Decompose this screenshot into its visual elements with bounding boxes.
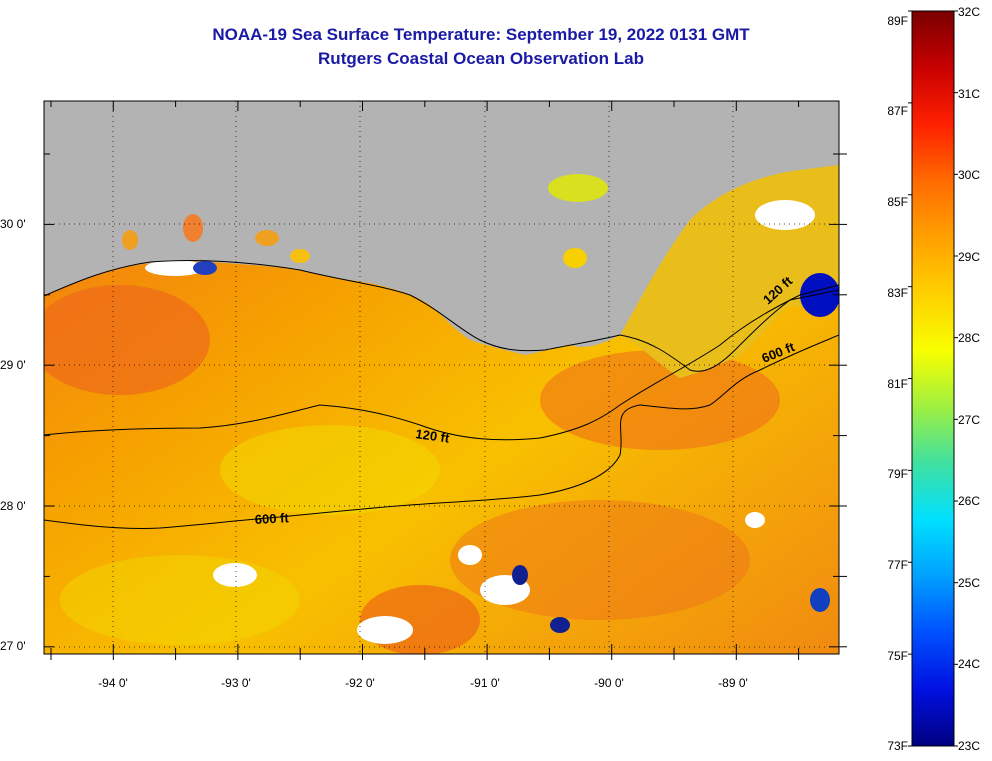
y-tick-label: 30 0' — [0, 217, 26, 231]
cold-patch — [193, 261, 217, 275]
warm-patch — [44, 285, 210, 395]
colorbar-ticks — [908, 10, 958, 747]
x-tick-label: -93 0' — [221, 676, 251, 690]
cold-patch — [550, 617, 570, 633]
cool-patch — [220, 425, 440, 515]
x-tick-label: -89 0' — [718, 676, 748, 690]
colorbar-f-label: 75F — [887, 649, 908, 663]
x-tick-label: -92 0' — [345, 676, 375, 690]
colorbar-c-label: 30C — [958, 168, 981, 182]
contour-600ft — [44, 334, 839, 529]
y-tick-label: 29 0' — [0, 358, 26, 372]
warm-patch — [540, 350, 780, 450]
lake — [122, 230, 138, 250]
colorbar-f-label: 81F — [887, 377, 908, 391]
cloud-patch — [213, 563, 257, 587]
contour-label: 600 ft — [254, 510, 289, 527]
cloud-patch — [745, 512, 765, 528]
coastline — [44, 259, 839, 372]
colorbar-c-label: 29C — [958, 250, 981, 264]
cold-patch — [810, 588, 830, 612]
contour-label: 120 ft — [415, 426, 451, 446]
graticule — [44, 101, 839, 654]
colorbar-c-label: 25C — [958, 576, 981, 590]
title-line-2: Rutgers Coastal Ocean Observation Lab — [318, 49, 644, 68]
x-tick-label: -90 0' — [594, 676, 624, 690]
colorbar-f-label: 77F — [887, 558, 908, 572]
colorbar-c-label: 23C — [958, 739, 981, 753]
colorbar — [911, 10, 955, 747]
colorbar-c-label: 26C — [958, 494, 981, 508]
title-line-1: NOAA-19 Sea Surface Temperature: Septemb… — [212, 25, 750, 44]
colorbar-f-label: 85F — [887, 195, 908, 209]
lake — [563, 248, 587, 268]
cloud-patch — [145, 260, 205, 276]
map-plot-area — [44, 101, 839, 654]
cold-patch — [800, 273, 839, 317]
y-tick-label: 27 0' — [0, 639, 26, 653]
cloud-patch — [755, 200, 815, 230]
cloud-patch — [458, 545, 482, 565]
cloud-patch — [357, 616, 413, 644]
x-tick-label: -91 0' — [470, 676, 500, 690]
y-tick-label: 28 0' — [0, 499, 26, 513]
x-tick-label: -94 0' — [98, 676, 128, 690]
contour-120ft — [44, 284, 839, 441]
colorbar-f-label: 83F — [887, 286, 908, 300]
colorbar-f-label: 89F — [887, 14, 908, 28]
map-frame — [43, 100, 840, 655]
colorbar-c-label: 32C — [958, 5, 981, 19]
axis-ticks — [44, 101, 847, 660]
cold-patch — [512, 565, 528, 585]
colorbar-c-label: 28C — [958, 331, 981, 345]
lake — [290, 249, 310, 263]
colorbar-f-label: 73F — [887, 739, 908, 753]
colorbar-c-label: 24C — [958, 657, 981, 671]
colorbar-c-label: 27C — [958, 413, 981, 427]
lake — [548, 174, 608, 202]
colorbar-c-label: 31C — [958, 87, 981, 101]
lake — [255, 230, 279, 246]
cool-patch — [60, 555, 300, 645]
lake — [183, 214, 203, 242]
colorbar-f-label: 87F — [887, 104, 908, 118]
colorbar-f-label: 79F — [887, 467, 908, 481]
